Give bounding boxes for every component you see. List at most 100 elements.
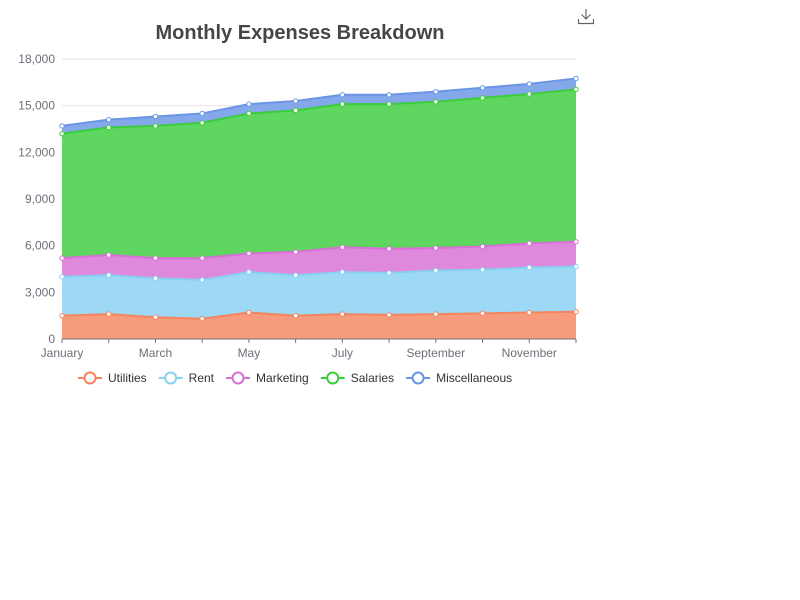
data-point-miscellaneous[interactable]	[526, 81, 532, 87]
data-point-rent[interactable]	[59, 274, 65, 280]
line-rent	[61, 265, 577, 281]
data-point-marketing[interactable]	[386, 246, 392, 252]
x-axis: January March May July September November	[41, 339, 577, 360]
legend-item-rent[interactable]: Rent	[158, 371, 215, 385]
chart-title: Monthly Expenses Breakdown	[156, 22, 445, 44]
data-point-marketing[interactable]	[106, 252, 112, 258]
data-point-utilities[interactable]	[199, 316, 205, 322]
data-point-salaries[interactable]	[526, 91, 532, 97]
y-axis: 0 3,000 6,000 9,000 12,000 15,000 18,000	[18, 52, 55, 346]
legend-label: Utilities	[108, 371, 147, 385]
data-point-marketing[interactable]	[59, 255, 65, 261]
data-point-rent[interactable]	[106, 272, 112, 278]
data-point-rent[interactable]	[152, 275, 159, 282]
data-point-utilities[interactable]	[246, 309, 252, 316]
data-point-marketing[interactable]	[433, 245, 439, 251]
data-point-salaries[interactable]	[106, 124, 112, 131]
data-point-rent[interactable]	[479, 267, 486, 273]
legend-item-miscellaneous[interactable]: Miscellaneous	[406, 371, 512, 385]
data-point-utilities[interactable]	[479, 310, 486, 317]
data-point-marketing[interactable]	[573, 239, 579, 245]
legend-item-utilities[interactable]: Utilities	[78, 371, 147, 385]
data-point-salaries[interactable]	[339, 101, 346, 107]
data-point-marketing[interactable]	[339, 244, 346, 250]
data-point-utilities[interactable]	[152, 314, 159, 320]
legend-marker	[411, 371, 425, 385]
data-point-miscellaneous[interactable]	[199, 110, 205, 117]
data-point-salaries[interactable]	[199, 120, 205, 126]
data-point-salaries[interactable]	[479, 95, 486, 101]
x-tick-label: May	[238, 346, 261, 360]
data-point-marketing[interactable]	[526, 240, 532, 247]
data-point-marketing[interactable]	[292, 249, 299, 255]
y-tick-label: 0	[48, 332, 55, 346]
data-point-utilities[interactable]	[573, 309, 579, 315]
download-button[interactable]	[577, 9, 595, 25]
area-miscellaneous	[62, 78, 576, 134]
legend-marker	[231, 371, 245, 385]
y-tick-label: 3,000	[25, 285, 55, 299]
data-point-utilities[interactable]	[526, 309, 532, 316]
legend-marker	[83, 371, 97, 385]
data-point-rent[interactable]	[573, 263, 579, 270]
data-point-rent[interactable]	[199, 277, 205, 283]
data-point-marketing[interactable]	[479, 243, 486, 250]
series-points	[59, 75, 579, 322]
download-icon	[577, 9, 595, 25]
y-tick-label: 9,000	[25, 192, 55, 206]
data-point-utilities[interactable]	[106, 311, 112, 317]
data-point-miscellaneous[interactable]	[573, 75, 579, 82]
data-point-utilities[interactable]	[59, 312, 65, 319]
legend-item-salaries[interactable]: Salaries	[320, 371, 394, 385]
area-salaries	[62, 89, 576, 259]
data-point-utilities[interactable]	[433, 311, 439, 317]
legend: Utilities Rent Marketing Salaries Miscellane…	[78, 371, 512, 385]
data-point-miscellaneous[interactable]	[386, 92, 392, 98]
series-lines	[61, 77, 577, 320]
line-miscellaneous	[61, 77, 577, 127]
data-point-utilities[interactable]	[292, 312, 299, 319]
legend-marker	[164, 371, 178, 385]
data-point-rent[interactable]	[386, 270, 392, 276]
data-point-rent[interactable]	[433, 267, 439, 274]
data-point-marketing[interactable]	[246, 250, 252, 257]
x-tick-label: November	[502, 346, 557, 360]
legend-item-marketing[interactable]: Marketing	[226, 371, 309, 385]
data-point-miscellaneous[interactable]	[433, 88, 439, 95]
data-point-miscellaneous[interactable]	[339, 92, 346, 98]
data-point-rent[interactable]	[339, 269, 346, 275]
data-point-salaries[interactable]	[246, 110, 252, 117]
data-point-miscellaneous[interactable]	[152, 113, 159, 120]
series-areas	[62, 78, 576, 339]
data-point-utilities[interactable]	[386, 312, 392, 318]
data-point-salaries[interactable]	[59, 130, 65, 137]
data-point-marketing[interactable]	[199, 255, 205, 261]
data-point-miscellaneous[interactable]	[479, 85, 486, 91]
data-point-rent[interactable]	[246, 269, 252, 275]
data-point-miscellaneous[interactable]	[246, 101, 252, 107]
line-salaries	[61, 88, 577, 135]
data-point-salaries[interactable]	[292, 107, 299, 114]
data-point-salaries[interactable]	[433, 99, 439, 105]
line-utilities	[61, 310, 577, 320]
legend-marker	[326, 371, 340, 385]
data-point-salaries[interactable]	[573, 86, 579, 93]
data-point-marketing[interactable]	[152, 255, 159, 261]
data-point-salaries[interactable]	[386, 101, 392, 107]
data-point-utilities[interactable]	[339, 311, 346, 317]
data-point-rent[interactable]	[526, 264, 532, 271]
legend-label: Rent	[189, 371, 215, 385]
x-tick-label: March	[139, 346, 172, 360]
data-point-miscellaneous[interactable]	[106, 116, 112, 123]
y-tick-label: 18,000	[18, 52, 55, 66]
x-tick-label: September	[406, 346, 465, 360]
data-point-rent[interactable]	[292, 272, 299, 278]
legend-label: Salaries	[351, 371, 394, 385]
y-tick-label: 6,000	[25, 239, 55, 253]
legend-label: Marketing	[256, 371, 309, 385]
y-tick-label: 15,000	[18, 99, 55, 113]
data-point-salaries[interactable]	[152, 123, 159, 129]
data-point-miscellaneous[interactable]	[59, 123, 65, 129]
data-point-miscellaneous[interactable]	[292, 98, 299, 104]
